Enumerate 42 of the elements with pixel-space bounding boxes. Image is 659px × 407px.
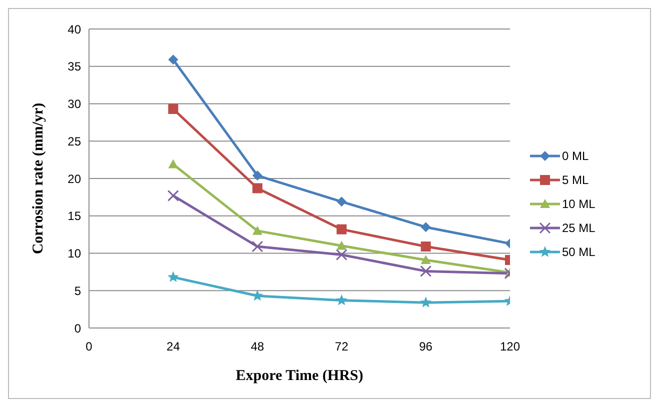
- y-tick-label: 25: [68, 134, 82, 148]
- y-axis-title: Corrosion rate (mm/yr): [30, 102, 46, 254]
- point: [336, 294, 348, 306]
- point: [336, 248, 348, 260]
- x-tick-label: 48: [250, 340, 264, 354]
- point: [168, 104, 178, 114]
- point: [420, 242, 431, 252]
- point: [168, 159, 178, 168]
- legend-label: 5 ML: [562, 172, 589, 186]
- point: [167, 271, 179, 282]
- y-tick-label: 5: [74, 284, 82, 298]
- legend-label: 0 ML: [562, 148, 589, 162]
- x-tick-label: 0: [86, 340, 93, 354]
- x-axis-title: Expore Time (HRS): [236, 368, 364, 384]
- x-tick-label: 72: [334, 340, 349, 354]
- x-tick-label: 96: [419, 340, 433, 354]
- point: [252, 240, 264, 252]
- point: [167, 190, 179, 202]
- point: [420, 254, 431, 264]
- x-tick-label: 24: [166, 340, 180, 354]
- y-tick-label: 20: [68, 172, 82, 186]
- point: [336, 196, 347, 207]
- point: [252, 183, 262, 194]
- legend-label: 10 ML: [562, 196, 596, 210]
- point: [420, 265, 432, 277]
- y-tick-label: 35: [68, 60, 82, 74]
- y-tick-label: 40: [68, 22, 82, 36]
- point: [252, 290, 264, 301]
- legend-label: 25 ML: [562, 220, 596, 234]
- point: [420, 296, 432, 308]
- point: [252, 170, 262, 181]
- x-tick-label: 120: [500, 340, 520, 354]
- point: [168, 54, 178, 65]
- point: [420, 222, 431, 232]
- y-tick-label: 15: [68, 209, 82, 224]
- y-tick-label: 0: [74, 321, 82, 336]
- y-tick-label: 30: [68, 97, 82, 112]
- point: [336, 240, 347, 250]
- legend-label: 50 ML: [562, 244, 596, 258]
- point: [336, 224, 347, 234]
- y-tick-label: 10: [68, 246, 82, 261]
- point: [252, 226, 262, 235]
